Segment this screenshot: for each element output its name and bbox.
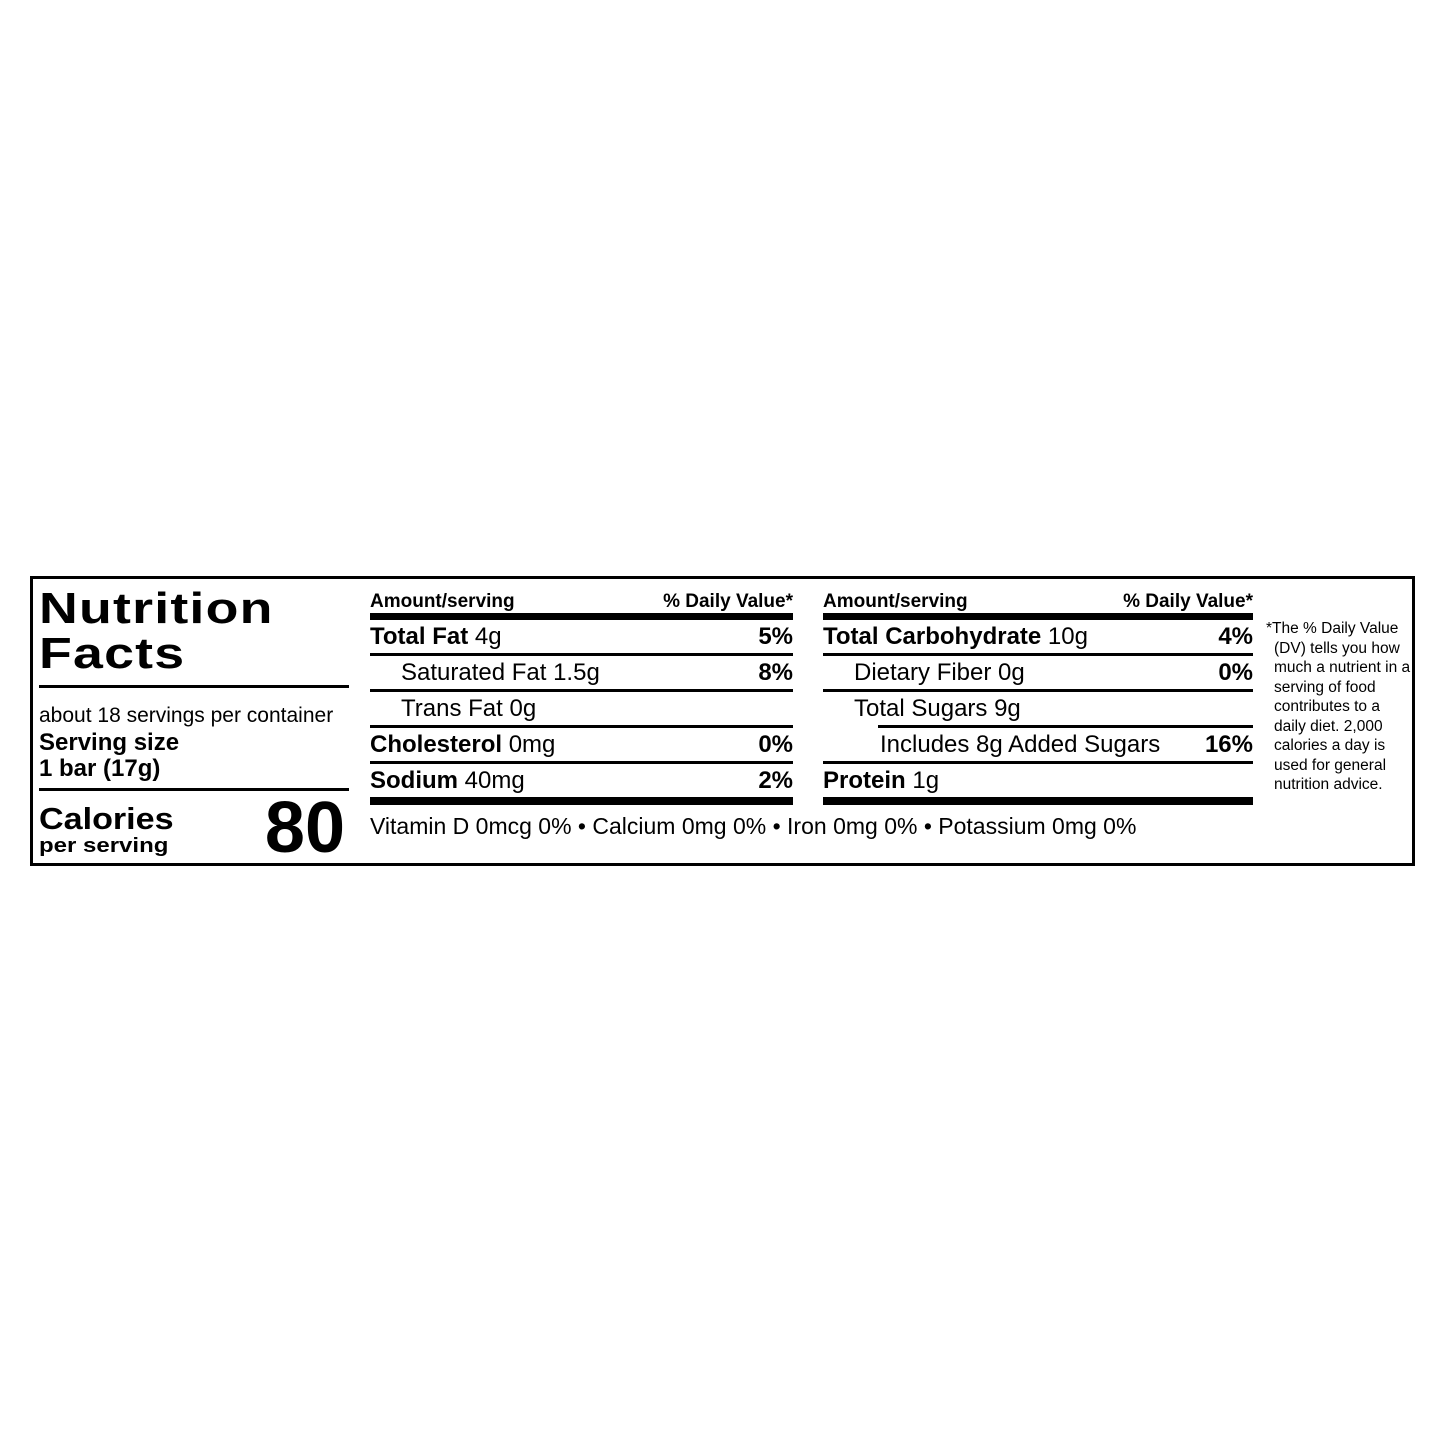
nutrient-name: Total Carbohydrate 10g xyxy=(823,623,1088,650)
nutrient-name: Total Fat 4g xyxy=(370,623,502,650)
divider-rule-indented xyxy=(878,725,1253,728)
label-left-column: Nutrition Facts about 18 servings per co… xyxy=(39,579,353,868)
nutrition-facts-title: Nutrition Facts xyxy=(39,586,274,676)
column-header: Amount/serving % Daily Value* xyxy=(823,589,1253,613)
amount-serving-header: Amount/serving xyxy=(823,591,968,612)
nutrient-name: Saturated Fat 1.5g xyxy=(401,659,600,686)
divider-rule xyxy=(39,788,349,791)
nutrient-row-protein: Protein 1g xyxy=(823,764,1253,797)
nutrient-name: Includes 8g Added Sugars xyxy=(880,731,1161,758)
divider-rule xyxy=(370,725,793,728)
nutrient-name: Total Sugars 9g xyxy=(854,695,1021,722)
nutrient-name: Trans Fat 0g xyxy=(401,695,537,722)
divider-rule xyxy=(370,761,793,764)
nutrient-row-dietary-fiber: Dietary Fiber 0g 0% xyxy=(823,656,1253,689)
nutrition-facts-label: Nutrition Facts about 18 servings per co… xyxy=(30,576,1415,866)
nutrient-column-carb-protein: Amount/serving % Daily Value* Total Carb… xyxy=(823,589,1253,805)
nutrient-row-cholesterol: Cholesterol 0mg 0% xyxy=(370,728,793,761)
nutrient-row-sodium: Sodium 40mg 2% xyxy=(370,764,793,797)
serving-size-value: 1 bar (17g) xyxy=(39,755,161,782)
calories-per-serving-label: per serving xyxy=(39,835,169,857)
nutrient-row-total-fat: Total Fat 4g 5% xyxy=(370,620,793,653)
nutrient-row-total-sugars: Total Sugars 9g xyxy=(823,692,1253,725)
calories-label: Calories xyxy=(39,801,174,836)
divider-rule xyxy=(823,653,1253,656)
daily-value: 4% xyxy=(1218,623,1253,650)
title-line-2: Facts xyxy=(39,629,186,678)
daily-value: 0% xyxy=(758,731,793,758)
daily-value: 8% xyxy=(758,659,793,686)
amount-serving-header: Amount/serving xyxy=(370,591,515,612)
daily-value: 5% xyxy=(758,623,793,650)
thick-bar xyxy=(823,613,1253,620)
column-header: Amount/serving % Daily Value* xyxy=(370,589,793,613)
daily-value-header: % Daily Value* xyxy=(1123,591,1253,612)
nutrient-row-saturated-fat: Saturated Fat 1.5g 8% xyxy=(370,656,793,689)
nutrient-row-added-sugars: Includes 8g Added Sugars 16% xyxy=(823,728,1253,761)
servings-per-container: about 18 servings per container xyxy=(39,704,334,727)
nutrient-name: Dietary Fiber 0g xyxy=(854,659,1025,686)
divider-rule xyxy=(39,685,349,688)
micronutrients-line: Vitamin D 0mcg 0% • Calcium 0mg 0% • Iro… xyxy=(370,813,1137,839)
nutrient-row-trans-fat: Trans Fat 0g xyxy=(370,692,793,725)
calories-value: 80 xyxy=(264,788,345,868)
divider-rule xyxy=(823,689,1253,692)
nutrient-name: Cholesterol 0mg xyxy=(370,731,556,758)
divider-rule xyxy=(823,761,1253,764)
daily-value: 2% xyxy=(758,767,793,794)
thick-bar xyxy=(370,613,793,620)
title-line-1: Nutrition xyxy=(39,584,274,633)
nutrient-column-fat-sodium: Amount/serving % Daily Value* Total Fat … xyxy=(370,589,793,805)
thick-bar xyxy=(370,797,793,805)
daily-value-header: % Daily Value* xyxy=(663,591,793,612)
serving-size-label: Serving size xyxy=(39,729,180,756)
daily-value-footnote: *The % Daily Value (DV) tells you how mu… xyxy=(1266,620,1411,793)
nutrient-name: Protein 1g xyxy=(823,767,940,794)
divider-rule xyxy=(370,653,793,656)
thick-bar xyxy=(823,797,1253,805)
daily-value: 0% xyxy=(1218,659,1253,686)
daily-value: 16% xyxy=(1204,731,1253,758)
divider-rule xyxy=(370,689,793,692)
nutrient-row-total-carbohydrate: Total Carbohydrate 10g 4% xyxy=(823,620,1253,653)
nutrient-name: Sodium 40mg xyxy=(370,767,525,794)
